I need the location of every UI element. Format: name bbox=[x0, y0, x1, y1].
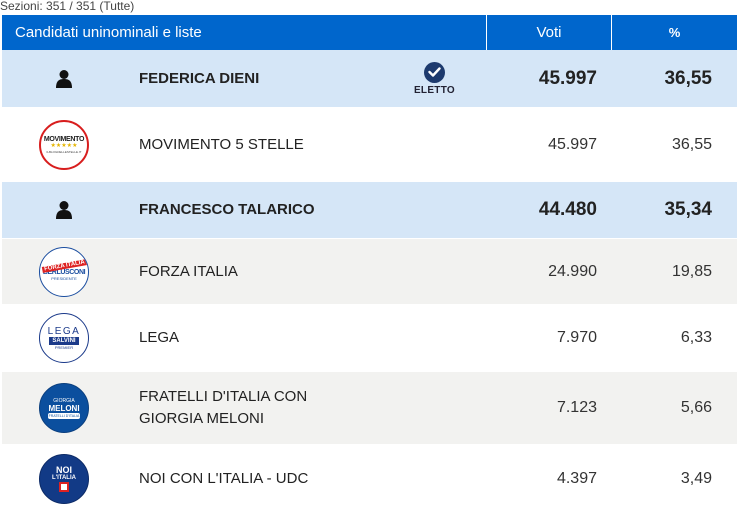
fratelli-d-italia-logo: GIORGIA MELONI FRATELLI D'ITALIA bbox=[39, 383, 89, 433]
list-row-lega[interactable]: LEGA SALVINI PREMIER LEGA 7.970 6,33 bbox=[2, 305, 737, 372]
sezioni-info: Sezioni: 351 / 351 (Tutte) bbox=[0, 0, 135, 13]
list-name: NOI CON L'ITALIA - UDC bbox=[139, 469, 309, 487]
candidate-name: FEDERICA DIENI bbox=[139, 69, 260, 87]
lega-logo: LEGA SALVINI PREMIER bbox=[39, 313, 89, 363]
list-name: LEGA bbox=[139, 329, 180, 346]
column-header-percent[interactable]: % bbox=[668, 25, 681, 40]
results-table: Candidati uninominali e liste Voti % FED… bbox=[2, 15, 737, 513]
votes-value: 45.997 bbox=[538, 67, 597, 89]
list-name: MOVIMENTO 5 STELLE bbox=[139, 135, 304, 153]
list-row-forza-italia[interactable]: FORZA ITALIA BERLUSCONI PRESIDENTE FORZA… bbox=[2, 239, 737, 305]
votes-value: 7.970 bbox=[556, 329, 597, 346]
percent-value: 6,33 bbox=[680, 329, 712, 346]
forza-italia-logo: FORZA ITALIA BERLUSCONI PRESIDENTE bbox=[39, 246, 89, 297]
table-header: Candidati uninominali e liste Voti % bbox=[2, 15, 737, 50]
logo-subtext-2: PRESIDENTE bbox=[51, 275, 77, 281]
logo-subtext-2: PREMIER bbox=[54, 345, 74, 350]
shield-icon bbox=[59, 481, 69, 492]
logo-text: LEGA bbox=[47, 326, 81, 337]
logo-text: GIORGIA bbox=[53, 397, 75, 404]
column-header-voti[interactable]: Voti bbox=[487, 15, 612, 50]
elected-indicator: ELETTO bbox=[382, 61, 487, 96]
check-icon bbox=[424, 61, 445, 83]
list-name: FORZA ITALIA bbox=[139, 262, 238, 280]
candidate-name: FRANCESCO TALARICO bbox=[139, 201, 315, 218]
votes-value: 7.123 bbox=[556, 399, 597, 416]
percent-value: 36,55 bbox=[671, 135, 712, 153]
logo-subtext: BERLUSCONI bbox=[42, 268, 86, 276]
percent-value: 3,49 bbox=[680, 469, 712, 487]
elected-label: ELETTO bbox=[413, 84, 456, 96]
votes-value: 4.397 bbox=[556, 469, 597, 487]
logo-text: MOVIMENTO bbox=[43, 135, 85, 143]
logo-subtext: MELONI bbox=[48, 403, 80, 413]
percent-value: 35,34 bbox=[664, 199, 712, 220]
logo-subtext: SALVINI bbox=[49, 337, 79, 345]
percent-value: 36,55 bbox=[664, 67, 712, 89]
person-icon bbox=[2, 200, 126, 220]
movimento-5-stelle-logo: MOVIMENTO ★★★★★ ILBLOGDELLESTELLE.IT bbox=[39, 119, 89, 170]
list-name: FRATELLI D'ITALIA CON GIORGIA MELONI bbox=[126, 386, 382, 430]
logo-subtext-2: FRATELLI D'ITALIA bbox=[47, 412, 81, 419]
list-row-fratelli-d-italia[interactable]: GIORGIA MELONI FRATELLI D'ITALIA FRATELL… bbox=[2, 372, 737, 445]
votes-value: 24.990 bbox=[548, 262, 597, 280]
candidate-row-dieni[interactable]: FEDERICA DIENI ELETTO 45.997 36,55 bbox=[2, 50, 737, 108]
logo-text: NOI bbox=[55, 464, 72, 475]
logo-subtext: ILBLOGDELLESTELLE.IT bbox=[46, 149, 82, 154]
list-name-line1: FRATELLI D'ITALIA CON bbox=[139, 388, 308, 405]
votes-value: 45.997 bbox=[548, 135, 597, 153]
list-row-noi-con-l-italia[interactable]: NOI L'ITALIA NOI CON L'ITALIA - UDC 4.39… bbox=[2, 445, 737, 513]
percent-value: 5,66 bbox=[680, 399, 712, 416]
noi-con-l-italia-logo: NOI L'ITALIA bbox=[39, 453, 89, 504]
logo-subtext: L'ITALIA bbox=[52, 474, 76, 481]
list-name-line2: GIORGIA MELONI bbox=[139, 410, 265, 427]
candidate-row-talarico[interactable]: FRANCESCO TALARICO 44.480 35,34 bbox=[2, 182, 737, 239]
star-icons: ★★★★★ bbox=[50, 142, 78, 149]
column-header-name[interactable]: Candidati uninominali e liste bbox=[2, 15, 487, 50]
percent-value: 19,85 bbox=[671, 262, 712, 280]
person-icon bbox=[2, 69, 126, 89]
list-row-m5s[interactable]: MOVIMENTO ★★★★★ ILBLOGDELLESTELLE.IT MOV… bbox=[2, 108, 737, 182]
votes-value: 44.480 bbox=[538, 199, 597, 220]
